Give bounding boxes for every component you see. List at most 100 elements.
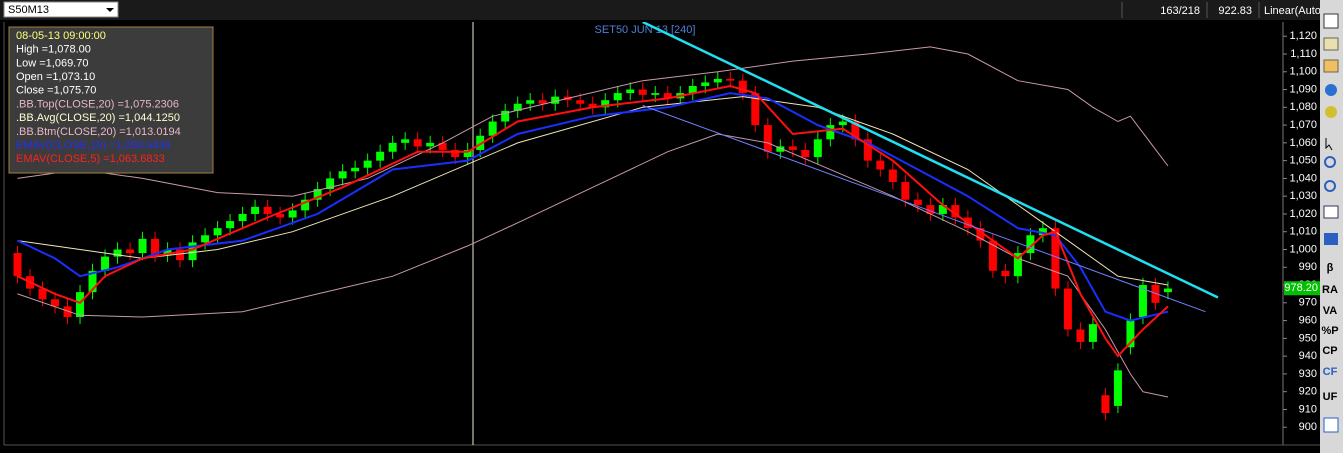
candle-body [788, 146, 797, 150]
toolbar-button[interactable]: CF [1323, 366, 1338, 378]
scale-mode[interactable]: Linear(Auto [1264, 5, 1321, 17]
indicator-line [17, 46, 1169, 197]
tool-icon[interactable] [1323, 37, 1339, 51]
candle-body [738, 80, 747, 94]
tool-icon[interactable] [1324, 233, 1338, 245]
candle-body [813, 139, 822, 158]
candle-body [751, 93, 760, 126]
toolbar-button[interactable]: VA [1323, 305, 1338, 317]
candle-body [326, 178, 335, 190]
candle-body [351, 167, 360, 172]
candle-body [101, 256, 110, 271]
y-tick-label: 1,090 [1289, 83, 1317, 95]
candle-body [388, 142, 397, 152]
candle-body [213, 228, 222, 236]
candle-body [713, 78, 722, 83]
toolbar-button[interactable]: UF [1323, 391, 1338, 403]
last-value: 922.83 [1218, 5, 1252, 17]
candle-body [401, 139, 410, 143]
candle-body [226, 221, 235, 229]
y-tick-label: 1,010 [1289, 226, 1317, 238]
info-line: EMAV(CLOSE,10) =1,050.6434 [16, 140, 171, 152]
tool-icon[interactable] [1323, 417, 1339, 433]
candle-body [488, 121, 497, 136]
candle-body [1113, 370, 1122, 406]
tool-icon[interactable] [1323, 205, 1339, 219]
candle-body [1088, 324, 1097, 342]
plot-area [13, 22, 1219, 421]
candle-body [588, 103, 597, 108]
y-tick-label: 970 [1299, 297, 1317, 309]
info-box [8, 26, 214, 174]
toolbar-button[interactable]: β [1327, 262, 1334, 274]
candle-body [988, 240, 997, 271]
y-tick-label: 1,050 [1289, 155, 1317, 167]
candle-body [376, 151, 385, 161]
tool-icon[interactable] [1325, 106, 1337, 118]
info-line: .BB.Top(CLOSE,20) =1,075.2306 [16, 98, 179, 110]
candle-body [13, 253, 22, 277]
candle-body [851, 121, 860, 140]
candle-body [976, 228, 985, 241]
toolbar-button[interactable]: %P [1321, 325, 1338, 337]
chart-title: SET50 JUN 13 [240] [595, 24, 696, 36]
candle-body [476, 135, 485, 150]
candle-body [601, 100, 610, 108]
candle-body [901, 181, 910, 200]
candle-body [863, 139, 872, 161]
candle-body [188, 242, 197, 261]
candle-body [1051, 228, 1060, 289]
info-line: Low =1,069.70 [16, 57, 88, 69]
candle-body [576, 100, 585, 104]
y-tick-label: 910 [1299, 403, 1317, 415]
candle-body [663, 93, 672, 99]
candle-body [613, 93, 622, 101]
indicator-line [17, 133, 1169, 398]
candle-body [63, 306, 72, 318]
candle-body [1151, 285, 1160, 303]
candle-body [201, 235, 210, 243]
y-tick-label: 950 [1299, 332, 1317, 344]
candle-body [151, 238, 160, 255]
candle-body [726, 78, 735, 81]
candle-body [876, 160, 885, 170]
indicator-line [642, 22, 1219, 299]
info-line: .BB.Btm(CLOSE,20) =1,013.0194 [16, 126, 181, 138]
tool-icon[interactable] [1324, 180, 1336, 192]
candle-body [1076, 329, 1085, 342]
info-line: Close =1,075.70 [16, 85, 96, 97]
tool-icon[interactable] [1324, 156, 1336, 168]
candle-body [938, 205, 947, 214]
candle-body [426, 142, 435, 147]
y-tick-label: 1,120 [1289, 30, 1317, 42]
candle-body [538, 100, 547, 104]
y-tick-label: 1,000 [1289, 243, 1317, 255]
candle-body [338, 171, 347, 179]
symbol[interactable]: S50M13 [8, 4, 49, 16]
toolbar-button[interactable]: CP [1322, 345, 1337, 357]
toolbar-button[interactable]: RA [1322, 284, 1338, 296]
candle-body [1013, 253, 1022, 277]
toolbar-labels: β RA VA %P CP CF UF [1321, 262, 1338, 403]
y-tick-label: 940 [1299, 350, 1317, 362]
tool-icon[interactable] [1323, 59, 1339, 73]
symbol-combo[interactable] [3, 1, 119, 18]
candle-body [913, 199, 922, 206]
top-bar [0, 0, 1343, 20]
candle-body [1126, 320, 1135, 348]
counter: 163/218 [1160, 5, 1200, 17]
candle-body [313, 189, 322, 200]
info-line: .BB.Avg(CLOSE,20) =1,044.1250 [16, 112, 180, 124]
candle-body [1001, 270, 1010, 277]
tool-icon[interactable] [1325, 138, 1333, 151]
candle-body [301, 199, 310, 211]
candle-body [163, 249, 172, 255]
tool-icon[interactable] [1323, 13, 1339, 29]
last-price-label: 978.20 [1284, 282, 1318, 294]
candle-body [38, 288, 47, 300]
candle-body [138, 238, 147, 254]
candle-body [763, 125, 772, 152]
tool-icon[interactable] [1325, 84, 1337, 96]
y-tick-label: 990 [1299, 261, 1317, 273]
